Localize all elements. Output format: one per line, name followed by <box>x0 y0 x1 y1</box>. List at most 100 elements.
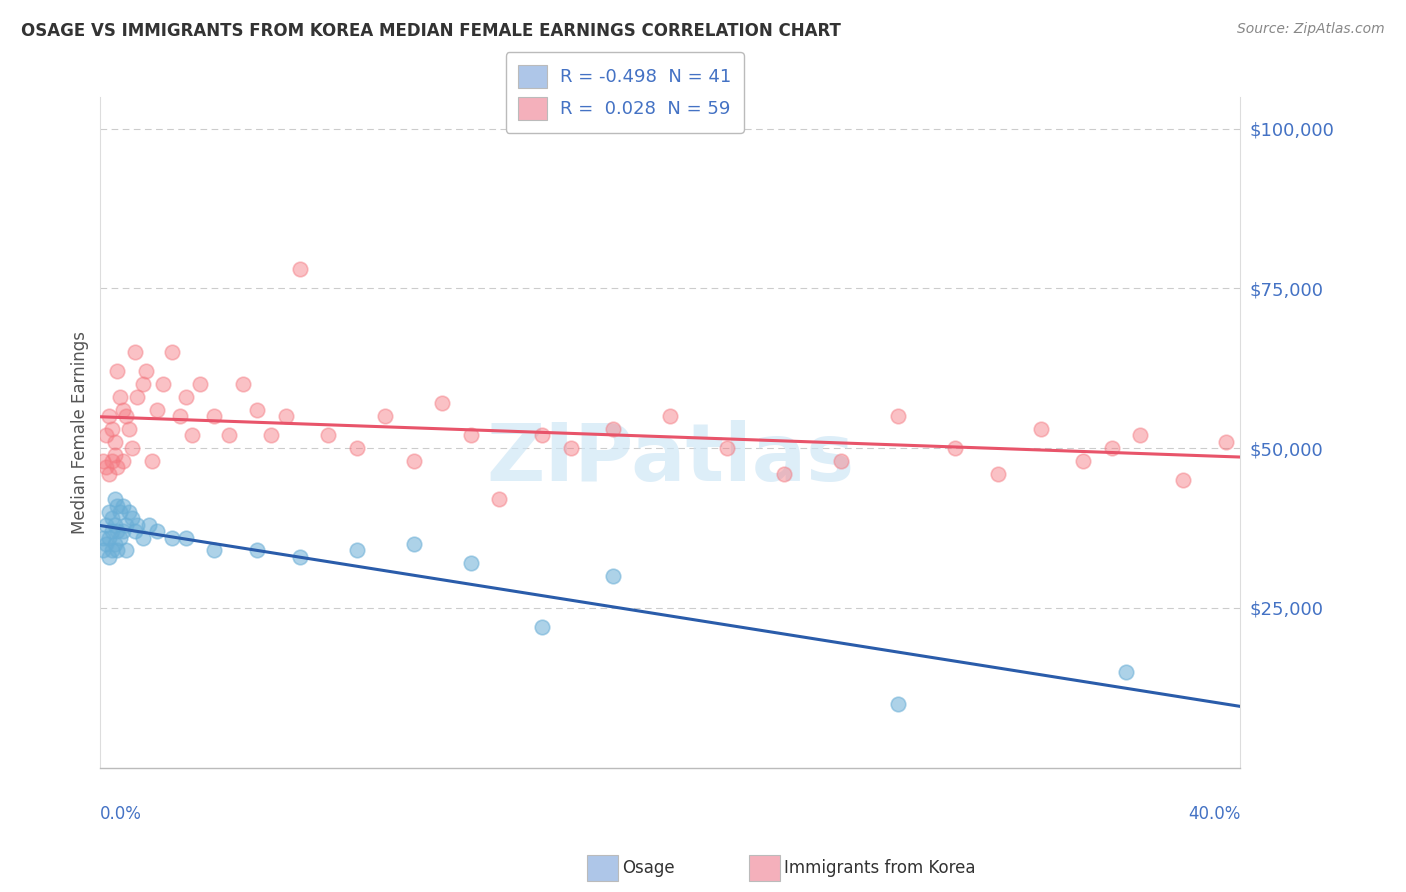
Point <box>346 543 368 558</box>
Point <box>115 517 138 532</box>
Point <box>1173 473 1195 487</box>
Point <box>716 441 738 455</box>
Point <box>218 428 240 442</box>
Point <box>121 511 143 525</box>
Point <box>160 531 183 545</box>
Point <box>160 345 183 359</box>
Y-axis label: Median Female Earnings: Median Female Earnings <box>72 331 89 533</box>
Point <box>91 543 114 558</box>
Point <box>1029 422 1052 436</box>
Text: Osage: Osage <box>621 859 675 877</box>
Point <box>115 409 138 424</box>
Point <box>318 428 340 442</box>
Point <box>987 467 1010 481</box>
Point <box>887 697 910 711</box>
Point <box>100 454 122 468</box>
Point <box>146 524 169 539</box>
Point <box>132 377 155 392</box>
Point <box>560 441 582 455</box>
Point <box>100 543 122 558</box>
Legend: R = -0.498  N = 41, R =  0.028  N = 59: R = -0.498 N = 41, R = 0.028 N = 59 <box>506 52 744 133</box>
Point <box>943 441 966 455</box>
Point <box>138 517 160 532</box>
Point <box>97 531 120 545</box>
Point <box>107 543 129 558</box>
Point <box>127 390 149 404</box>
Point <box>402 454 425 468</box>
Point <box>104 537 127 551</box>
Text: 40.0%: 40.0% <box>1188 805 1240 822</box>
Point <box>110 390 132 404</box>
Point <box>112 499 135 513</box>
Point <box>432 396 454 410</box>
Point <box>374 409 396 424</box>
Point <box>127 517 149 532</box>
Point <box>97 467 120 481</box>
Point <box>121 441 143 455</box>
Point <box>104 434 127 449</box>
Point <box>94 537 117 551</box>
Point <box>112 454 135 468</box>
Point <box>887 409 910 424</box>
Point <box>152 377 174 392</box>
Point <box>460 556 482 570</box>
Point <box>531 620 554 634</box>
Point <box>97 409 120 424</box>
Point <box>232 377 254 392</box>
Point <box>602 569 624 583</box>
Point <box>830 454 852 468</box>
Text: Source: ZipAtlas.com: Source: ZipAtlas.com <box>1237 22 1385 37</box>
Point <box>107 364 129 378</box>
Point <box>659 409 682 424</box>
Point <box>115 543 138 558</box>
Point <box>135 364 157 378</box>
Point <box>110 505 132 519</box>
Point <box>104 492 127 507</box>
Point <box>202 409 225 424</box>
Point <box>97 505 120 519</box>
Point <box>107 460 129 475</box>
Point <box>94 460 117 475</box>
Point <box>274 409 297 424</box>
Point <box>180 428 202 442</box>
Point <box>288 262 311 277</box>
Point <box>346 441 368 455</box>
Point <box>100 511 122 525</box>
Point <box>246 543 269 558</box>
Text: Immigrants from Korea: Immigrants from Korea <box>785 859 976 877</box>
Point <box>169 409 191 424</box>
Point <box>110 531 132 545</box>
Point <box>202 543 225 558</box>
Point <box>94 517 117 532</box>
Point <box>260 428 283 442</box>
Text: 0.0%: 0.0% <box>100 805 142 822</box>
Point <box>94 428 117 442</box>
Point <box>112 402 135 417</box>
Text: OSAGE VS IMMIGRANTS FROM KOREA MEDIAN FEMALE EARNINGS CORRELATION CHART: OSAGE VS IMMIGRANTS FROM KOREA MEDIAN FE… <box>21 22 841 40</box>
Point <box>100 422 122 436</box>
Text: ZIPatlas: ZIPatlas <box>486 420 855 498</box>
Point <box>107 524 129 539</box>
Point <box>1073 454 1095 468</box>
Point <box>188 377 211 392</box>
Point <box>174 531 197 545</box>
Point <box>1101 441 1123 455</box>
Point <box>246 402 269 417</box>
Point <box>124 524 146 539</box>
Point <box>773 467 796 481</box>
Point <box>141 454 163 468</box>
Point <box>132 531 155 545</box>
Point <box>288 549 311 564</box>
Point <box>488 492 510 507</box>
Point <box>97 549 120 564</box>
Point <box>118 505 141 519</box>
Point <box>174 390 197 404</box>
Point <box>460 428 482 442</box>
Point <box>100 524 122 539</box>
Point <box>91 454 114 468</box>
Point <box>1115 665 1137 679</box>
Point <box>124 345 146 359</box>
Point <box>112 524 135 539</box>
Point <box>104 448 127 462</box>
Point <box>118 422 141 436</box>
